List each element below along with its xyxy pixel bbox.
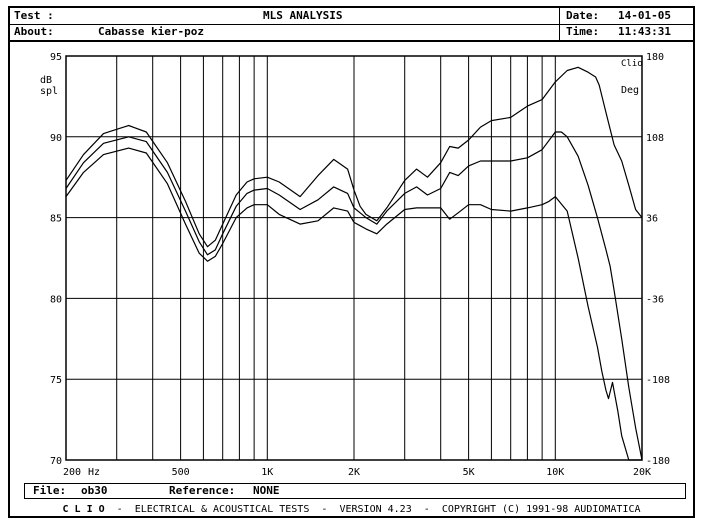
series-line-2 xyxy=(65,131,643,461)
footer-brand: C L I O xyxy=(62,504,105,515)
y-axis-label: dB spl xyxy=(40,75,58,97)
frequency-response-chart: 70 75 80 85 90 95 -180 -108 -36 36 108 180 200 500 1… xyxy=(40,52,670,478)
analysis-title: MLS ANALYSIS xyxy=(263,9,343,22)
series-line-3 xyxy=(65,147,642,461)
series-group xyxy=(65,66,643,461)
footer-text: ELECTRICAL & ACOUSTICAL TESTS xyxy=(134,504,310,515)
x-tick-label: 5K xyxy=(463,467,475,478)
x-tick-label: 500 xyxy=(172,467,190,478)
footer-copyright: COPYRIGHT (C) 1991-98 AUDIOMATICA xyxy=(441,504,641,515)
x-axis-labels: 200 500 1K 2K 5K 10K 20K xyxy=(63,467,651,478)
date-value: 14-01-05 xyxy=(618,9,671,22)
header-row-1: Test : MLS ANALYSIS Date: 14-01-05 xyxy=(10,8,693,25)
x-axis-unit: Hz xyxy=(88,467,100,478)
file-bar: File: ob30 Reference: NONE xyxy=(24,483,686,499)
footer-version: VERSION 4.23 xyxy=(339,504,412,515)
header-row-2: About: Cabasse kier-poz Time: 11:43:31 xyxy=(10,24,693,42)
y2-axis-label: Deg xyxy=(621,85,639,96)
y-axis-label-part: spl xyxy=(40,86,58,97)
file-value: ob30 xyxy=(81,484,108,497)
plot-area xyxy=(65,55,643,461)
time-value: 11:43:31 xyxy=(618,25,671,38)
y-tick-label: 75 xyxy=(50,375,62,386)
about-value: Cabasse kier-poz xyxy=(98,25,204,38)
y2-tick-label: 36 xyxy=(646,214,658,225)
x-tick-label: 1K xyxy=(261,467,273,478)
clio-window: Test : MLS ANALYSIS Date: 14-01-05 About… xyxy=(8,6,695,518)
header-divider xyxy=(559,24,560,40)
header-divider xyxy=(559,8,560,24)
y2-tick-label: -180 xyxy=(646,456,670,467)
y2-tick-label: 180 xyxy=(646,52,664,63)
y2-axis-labels: -180 -108 -36 36 108 180 xyxy=(646,52,670,467)
y2-tick-label: 108 xyxy=(646,133,664,144)
vertical-grid xyxy=(116,56,556,460)
series-line-1 xyxy=(65,66,643,248)
about-label: About: xyxy=(14,25,54,38)
y-tick-label: 80 xyxy=(50,294,62,305)
date-label: Date: xyxy=(566,9,600,22)
y-axis-label-part: dB xyxy=(40,75,52,86)
reference-value: NONE xyxy=(253,484,280,497)
horizontal-grid xyxy=(66,136,642,380)
footer-bar: C L I O - ELECTRICAL & ACOUSTICAL TESTS … xyxy=(62,504,641,515)
y-tick-label: 95 xyxy=(50,52,62,63)
x-tick-label: 10K xyxy=(546,467,564,478)
reference-label: Reference: xyxy=(169,484,236,497)
time-label: Time: xyxy=(566,25,600,38)
test-label: Test : xyxy=(14,9,54,22)
y-axis-labels: 70 75 80 85 90 95 xyxy=(50,52,62,467)
y-tick-label: 85 xyxy=(50,214,62,225)
clio-brand: Clio xyxy=(621,59,643,69)
y2-tick-label: -108 xyxy=(646,375,670,386)
x-tick-label: 20K xyxy=(633,467,651,478)
y-tick-label: 90 xyxy=(50,133,62,144)
x-tick-label: 2K xyxy=(348,467,360,478)
x-tick-label: 200 xyxy=(63,467,81,478)
y2-tick-label: -36 xyxy=(646,294,664,305)
y-tick-label: 70 xyxy=(50,456,62,467)
file-label: File: xyxy=(33,484,67,497)
